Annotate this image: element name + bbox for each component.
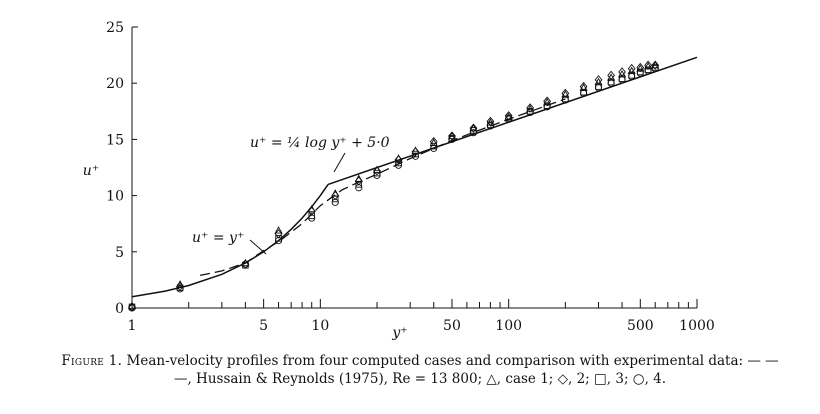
circle-marker xyxy=(128,304,136,312)
square-marker xyxy=(470,127,477,134)
circle-marker xyxy=(543,103,551,111)
linear-law-annotation: u⁺ = y⁺ xyxy=(192,230,244,246)
y-tick-label: 10 xyxy=(106,189,124,205)
y-axis-label: u⁺ xyxy=(83,163,99,179)
circle-marker xyxy=(241,260,249,268)
x-tick-label: 50 xyxy=(443,318,461,334)
figure-caption: Figure 1. Mean-velocity profiles from fo… xyxy=(60,352,780,388)
circle-marker xyxy=(411,152,420,160)
diamond-marker xyxy=(469,123,478,133)
diamond-marker xyxy=(411,147,420,157)
y-tick-label: 5 xyxy=(115,245,124,261)
square-marker xyxy=(412,150,419,158)
circle-marker xyxy=(308,214,316,222)
circle-marker xyxy=(636,69,644,77)
log-law-annotation: u⁺ = ¼ log y⁺ + 5·0 xyxy=(250,135,390,151)
diamond-marker xyxy=(504,111,513,121)
circle-marker xyxy=(448,135,456,143)
x-tick-label: 10 xyxy=(311,318,329,334)
circle-marker xyxy=(505,115,513,123)
triangle-marker xyxy=(274,226,283,234)
square-marker xyxy=(395,159,402,167)
circle-marker xyxy=(651,65,659,73)
y-tick-label: 15 xyxy=(106,132,124,148)
x-tick-label: 100 xyxy=(495,318,522,334)
x-tick-label: 1000 xyxy=(679,318,715,334)
diamond-marker xyxy=(636,62,645,73)
circle-marker xyxy=(373,171,381,179)
x-axis-label: y⁺ xyxy=(391,325,407,341)
diamond-marker xyxy=(394,154,403,165)
circle-marker xyxy=(607,79,615,87)
log-law-leader-line xyxy=(333,152,346,173)
square-marker xyxy=(355,181,363,188)
square-marker xyxy=(331,195,339,203)
x-tick-label: 1 xyxy=(128,318,137,334)
y-tick-label: 0 xyxy=(115,301,124,317)
diamond-marker xyxy=(373,166,381,176)
circle-marker xyxy=(561,96,569,104)
diamond-marker xyxy=(651,60,660,70)
reference-lines xyxy=(131,56,698,298)
circle-marker xyxy=(355,184,363,192)
circle-marker xyxy=(486,122,495,130)
reference-line xyxy=(327,56,698,186)
circle-marker xyxy=(594,84,603,92)
experimental-dashed-series xyxy=(199,98,566,277)
circle-marker xyxy=(274,236,283,245)
circle-marker xyxy=(331,198,339,206)
dashed-series-line xyxy=(199,98,566,277)
square-marker xyxy=(430,142,437,150)
diamond-marker xyxy=(448,131,456,141)
y-tick-label: 20 xyxy=(106,76,124,92)
circle-marker xyxy=(469,129,478,137)
square-marker xyxy=(373,169,381,177)
circle-marker xyxy=(628,72,636,81)
linear-law-leader-line xyxy=(249,239,267,255)
diamond-marker xyxy=(543,96,551,106)
circle-marker xyxy=(430,144,438,152)
x-tick-label: 500 xyxy=(627,318,654,334)
circle-marker xyxy=(394,161,403,169)
circle-marker xyxy=(526,108,534,117)
circle-marker xyxy=(580,89,588,97)
circle-marker xyxy=(644,67,652,75)
diamond-marker xyxy=(644,60,652,70)
x-tick-label: 5 xyxy=(259,318,268,334)
y-tick-label: 25 xyxy=(106,20,124,36)
diamond-marker xyxy=(526,103,535,113)
circle-marker xyxy=(618,76,626,84)
caption-label: Figure 1. xyxy=(61,353,123,369)
annotations: u⁺ = ¼ log y⁺ + 5·0 u⁺ = y⁺ xyxy=(192,135,390,255)
square-marker xyxy=(308,212,315,220)
circle-marker xyxy=(176,285,184,293)
square-marker xyxy=(275,235,282,242)
diamond-marker xyxy=(486,116,495,127)
data-markers xyxy=(127,60,660,312)
caption-text: Mean-velocity profiles from four compute… xyxy=(126,353,779,387)
